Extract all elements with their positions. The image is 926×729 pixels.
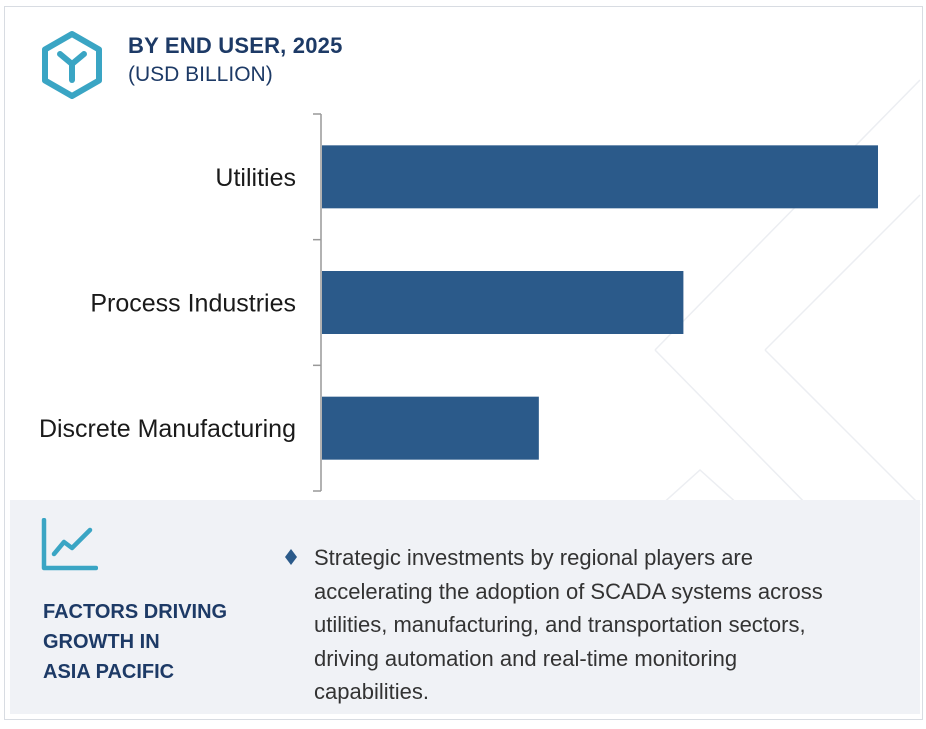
bullet-line: Strategic investments by regional player… [314,545,753,570]
bullet-line: utilities, manufacturing, and transporta… [314,612,806,637]
category-label: Discrete Manufacturing [39,415,296,443]
factors-title-line: GROWTH IN [43,631,160,653]
hexagon-y-icon [42,31,102,99]
chart-title: BY END USER, 2025 [128,33,343,58]
category-labels: Utilities Process Industries Discrete Manu… [39,164,296,443]
chart-subtitle: (USD BILLION) [128,63,273,86]
bar-chart: Utilities Process Industries Discrete Manu… [39,113,878,492]
factors-panel [10,500,920,714]
bar-discrete-manufacturing [322,396,539,460]
bullet-line: driving automation and real-time monitor… [314,645,738,671]
line-chart-trend-icon [41,518,98,571]
bullet-line: capabilities. [314,679,429,704]
factors-title-line: ASIA PACIFIC [43,661,175,683]
bullet-line: accelerating the adoption of SCADA syste… [314,578,823,604]
y-axis [313,113,322,492]
factors-bullet-text: Strategic investments by regional player… [314,541,904,709]
bar-utilities [322,145,878,209]
factors-title-line: FACTORS DRIVING [43,601,228,623]
diamond-bullet-icon [285,549,297,565]
bar-process-industries [322,271,684,334]
factors-title: FACTORS DRIVING GROWTH IN ASIA PACIFIC [43,597,273,687]
category-label: Process Industries [90,290,296,318]
bar-series [322,145,878,460]
category-label: Utilities [215,164,296,192]
